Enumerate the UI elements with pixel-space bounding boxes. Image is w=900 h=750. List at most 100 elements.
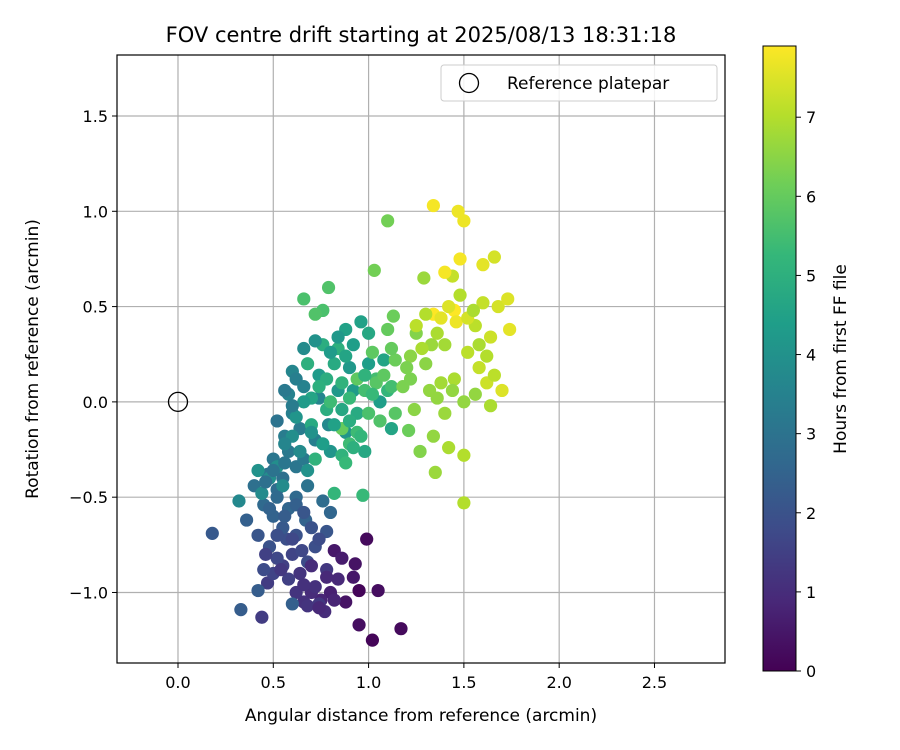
- data-point: [413, 444, 427, 459]
- data-point: [483, 399, 498, 413]
- y-tick-label: 1.0: [83, 202, 108, 221]
- data-point: [438, 338, 452, 352]
- data-point: [361, 326, 376, 340]
- data-point: [327, 593, 341, 607]
- data-point: [358, 444, 372, 459]
- data-point: [483, 330, 498, 344]
- data-point: [270, 528, 284, 542]
- data-point: [304, 521, 319, 535]
- data-point: [447, 372, 461, 386]
- data-point: [342, 360, 357, 375]
- data-point: [274, 563, 288, 577]
- data-point: [300, 357, 315, 371]
- data-point: [293, 444, 307, 459]
- data-point: [300, 479, 315, 493]
- colorbar-gradient: [762, 45, 797, 672]
- data-point: [373, 414, 387, 428]
- data-point: [415, 341, 429, 356]
- y-tick-label: −1.0: [69, 583, 108, 602]
- legend-label-reference: Reference platepar: [507, 74, 669, 94]
- data-point: [487, 250, 501, 264]
- data-point: [323, 345, 338, 359]
- data-point: [251, 528, 265, 542]
- data-point: [285, 532, 299, 546]
- data-point: [388, 406, 402, 420]
- data-point: [289, 372, 303, 386]
- data-point: [240, 513, 254, 527]
- data-point: [495, 383, 509, 398]
- data-point: [278, 437, 292, 451]
- data-point: [457, 395, 471, 409]
- data-point: [259, 547, 273, 561]
- x-tick-label: 2.0: [546, 673, 571, 692]
- data-point: [371, 583, 385, 598]
- data-point: [419, 307, 433, 321]
- data-point: [384, 341, 399, 356]
- y-tick-label: 1.5: [83, 107, 108, 126]
- data-point: [320, 570, 334, 584]
- data-point: [409, 319, 423, 333]
- data-point: [285, 597, 299, 611]
- data-point: [255, 610, 269, 624]
- grid-layer: [117, 55, 725, 663]
- data-point: [335, 376, 349, 390]
- data-point: [384, 421, 399, 436]
- data-point: [278, 456, 292, 470]
- colorbar-tick-label: 0: [806, 662, 816, 681]
- x-tick-label: 1.0: [356, 673, 381, 692]
- data-point: [461, 345, 475, 359]
- legend-marker-reference: [458, 72, 480, 94]
- data-point: [262, 502, 277, 516]
- data-point: [316, 494, 330, 508]
- data-point: [285, 399, 299, 413]
- data-point: [430, 326, 444, 340]
- data-point: [403, 372, 418, 386]
- data-point: [308, 580, 322, 594]
- data-point: [434, 311, 448, 325]
- data-point: [342, 391, 357, 405]
- data-point: [356, 488, 370, 502]
- data-point: [276, 479, 290, 493]
- data-point: [251, 583, 265, 598]
- x-axis-label: Angular distance from reference (arcmin): [245, 706, 597, 726]
- data-point: [442, 441, 456, 455]
- data-point: [426, 429, 440, 443]
- colorbar-tick-label: 5: [806, 266, 816, 285]
- data-point: [472, 338, 486, 352]
- data-point: [327, 418, 341, 432]
- data-point: [438, 265, 452, 279]
- data-point: [346, 441, 360, 455]
- data-point: [316, 437, 330, 451]
- data-point: [289, 410, 303, 424]
- data-point: [352, 583, 366, 598]
- data-point: [346, 338, 360, 352]
- data-point: [403, 349, 418, 363]
- data-point: [232, 494, 246, 508]
- points-layer: [205, 198, 517, 647]
- data-point: [400, 360, 414, 375]
- colorbar-label: Hours from first FF file: [831, 264, 851, 454]
- data-point: [457, 214, 471, 228]
- data-point: [293, 566, 307, 581]
- data-point: [394, 622, 408, 636]
- data-point: [335, 402, 349, 417]
- data-point: [312, 380, 326, 394]
- data-point: [312, 601, 326, 615]
- x-axis-ticks: 0.0 0.5 1.0 1.5 2.0 2.5: [165, 663, 667, 692]
- data-point: [354, 429, 368, 443]
- colorbar-tick-label: 7: [806, 108, 816, 127]
- data-point: [205, 526, 219, 540]
- data-point: [304, 559, 319, 573]
- data-point: [323, 505, 338, 520]
- data-point: [327, 357, 341, 371]
- data-point: [384, 380, 399, 394]
- data-point: [266, 463, 280, 478]
- data-point: [251, 463, 265, 478]
- data-point: [339, 349, 353, 363]
- x-tick-label: 2.5: [642, 673, 667, 692]
- data-point: [257, 563, 271, 577]
- data-point: [503, 322, 517, 337]
- data-point: [457, 448, 471, 462]
